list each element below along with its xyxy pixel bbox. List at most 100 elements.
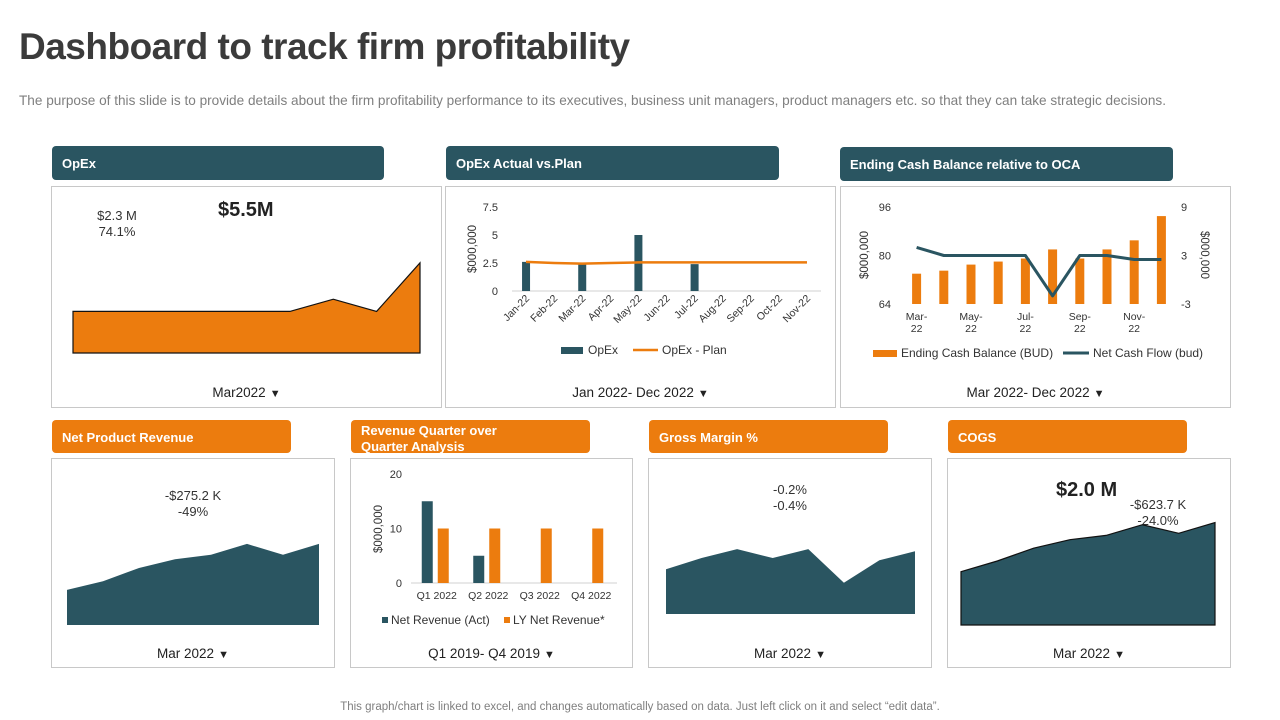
caret-down-icon: ▼ — [697, 388, 709, 400]
cash-y-tick: 64 — [879, 299, 891, 311]
footer-note: This graph/chart is linked to excel, and… — [340, 701, 940, 713]
cash-line-series — [916, 245, 1162, 298]
rqoq-y-tick: 0 — [396, 578, 402, 590]
rqoq-legend-label: Net Revenue (Act) — [391, 613, 490, 627]
opex-plan-legend-label: OpEx — [588, 343, 618, 357]
rqoq-chart: 20 10 0 $000,000 Q1 2022 Q2 2022 Q3 2022 Q4 202… — [373, 469, 617, 627]
cash-y2-tick: -3 — [1181, 299, 1191, 311]
rqoq-x-tick: Q1 2022 — [417, 590, 457, 602]
opex-plan-x-tick: Sep-22 — [724, 293, 757, 326]
rqoq-bar-act — [473, 555, 485, 583]
cogs-values: -$623.7 K -24.0% — [1128, 497, 1188, 529]
rqoq-header-line1: Revenue Quarter over — [361, 423, 497, 438]
rqoq-y-tick: 10 — [390, 524, 402, 536]
gm-period-label: Mar 2022 — [754, 646, 812, 661]
opex-header: OpEx — [52, 146, 384, 180]
cash-legend-swatch-bar — [873, 350, 897, 357]
cash-bar — [1020, 258, 1030, 304]
opex-plan-x-tick: May-22 — [611, 293, 644, 326]
rqoq-legend-label: LY Net Revenue* — [513, 613, 605, 627]
rqoq-x-tick: Q2 2022 — [468, 590, 508, 602]
opex-plan-header: OpEx Actual vs.Plan — [446, 146, 779, 180]
cash-x-tick: Sep- — [1069, 311, 1092, 323]
rqoq-bar-ly — [592, 528, 604, 583]
npr-value-line2: -49% — [177, 504, 209, 519]
opex-plan-panel: 7.5 5 2.5 0 $000,000 Jan-22 Feb-22 Mar-22 Apr-22… — [445, 186, 836, 408]
rqoq-header: Revenue Quarter over Quarter Analysis — [351, 420, 590, 454]
rqoq-bar-act — [421, 501, 433, 583]
gm-area-chart — [666, 549, 915, 614]
opex-values: $2.3 M 74.1% — [96, 208, 138, 240]
opex-plan-x-tick: Mar-22 — [556, 293, 588, 325]
opex-plan-x-tick: Jun-22 — [641, 293, 672, 324]
cash-y-tick: 96 — [879, 202, 891, 214]
npr-area-chart — [67, 543, 319, 625]
npr-value-line1: -$275.2 K — [164, 488, 222, 503]
rqoq-header-line2: Quarter Analysis — [361, 439, 465, 454]
cash-bar — [1048, 249, 1058, 304]
rqoq-legend-swatch — [382, 617, 388, 623]
opex-plan-period-label: Jan 2022- Dec 2022 — [572, 385, 694, 400]
opex-value-line1: $2.3 M — [97, 208, 137, 223]
cash-bar — [1129, 240, 1139, 304]
rqoq-legend-swatch — [504, 617, 510, 623]
cash-bar — [1102, 249, 1112, 304]
gm_area-area-series — [666, 549, 915, 614]
rqoq-y-label: $000,000 — [373, 505, 385, 553]
cash-bar — [939, 270, 949, 304]
gm-period-dropdown[interactable]: Mar 2022 ▼ — [649, 646, 931, 661]
gm-panel: -0.2% -0.4% Mar 2022 ▼ — [648, 458, 932, 668]
opex-plan-legend-label: OpEx - Plan — [662, 343, 727, 357]
opex-plan-x-tick: Oct-22 — [754, 293, 785, 324]
npr-panel: -$275.2 K -49% Mar 2022 ▼ — [51, 458, 335, 668]
npr-period-dropdown[interactable]: Mar 2022 ▼ — [52, 646, 334, 661]
cogs-header: COGS — [948, 420, 1187, 453]
rqoq-bar-ly — [489, 528, 501, 583]
opex-plan-period-dropdown[interactable]: Jan 2022- Dec 2022 ▼ — [446, 385, 835, 400]
opex-period-dropdown[interactable]: Mar2022 ▼ — [52, 385, 441, 400]
cash-x-tick: 22 — [1074, 323, 1086, 335]
cash-legend-label: Ending Cash Balance (BUD) — [901, 346, 1053, 360]
opex-plan-bar — [578, 264, 587, 291]
gm-value-line1: -0.2% — [773, 482, 807, 497]
rqoq-y-tick: 20 — [390, 469, 402, 481]
opex-plan-x-tick: Aug-22 — [696, 293, 729, 326]
npr_area-area-series — [67, 543, 319, 625]
opex-area-chart — [72, 261, 421, 354]
cogs-area-chart — [960, 521, 1216, 626]
opex-plan-y-tick: 5 — [492, 230, 498, 242]
page-title: Dashboard to track firm profitability — [19, 26, 630, 67]
rqoq-period-label: Q1 2019- Q4 2019 — [428, 646, 540, 661]
rqoq-x-tick: Q4 2022 — [571, 590, 611, 602]
cash-bar — [1075, 258, 1085, 304]
opex-plan-y-tick: 2.5 — [483, 258, 498, 270]
page-subtitle: The purpose of this slide is to provide … — [19, 93, 1166, 108]
npr-values: -$275.2 K -49% — [52, 488, 334, 520]
opex-plan-bar — [522, 261, 531, 291]
opex-plan-x-tick: Nov-22 — [781, 293, 814, 326]
opex-value-line2: 74.1% — [98, 224, 136, 239]
cash-x-tick: 22 — [911, 323, 923, 335]
cash-period-label: Mar 2022- Dec 2022 — [966, 385, 1090, 400]
cash-y-label: $000,000 — [859, 231, 871, 279]
opex-plan-line-series — [525, 260, 807, 265]
opex-plan-bar — [690, 264, 699, 291]
caret-down-icon: ▼ — [815, 649, 826, 661]
cogs-period-dropdown[interactable]: Mar 2022 ▼ — [948, 646, 1230, 661]
cogs_area-area-series — [960, 521, 1216, 626]
rqoq-panel: 20 10 0 $000,000 Q1 2022 Q2 2022 Q3 2022 Q4 202… — [350, 458, 633, 668]
cash-x-tick: May- — [959, 311, 983, 323]
caret-down-icon: ▼ — [1114, 649, 1125, 661]
cogs-value-line1: -$623.7 K — [1129, 497, 1187, 512]
cash-bar — [1156, 216, 1166, 304]
cogs-panel: $2.0 M -$623.7 K -24.0% Mar 2022 ▼ — [947, 458, 1231, 668]
opex-plan-x-tick: Feb-22 — [528, 293, 560, 325]
rqoq-period-dropdown[interactable]: Q1 2019- Q4 2019 ▼ — [351, 646, 632, 661]
npr-period-label: Mar 2022 — [157, 646, 215, 661]
caret-down-icon: ▼ — [1093, 388, 1105, 400]
caret-down-icon: ▼ — [218, 649, 229, 661]
cash-bar — [912, 273, 922, 304]
opex-plan-y-label: $000,000 — [467, 225, 479, 273]
cash-period-dropdown[interactable]: Mar 2022- Dec 2022 ▼ — [841, 385, 1230, 400]
cash-bar — [966, 264, 976, 304]
